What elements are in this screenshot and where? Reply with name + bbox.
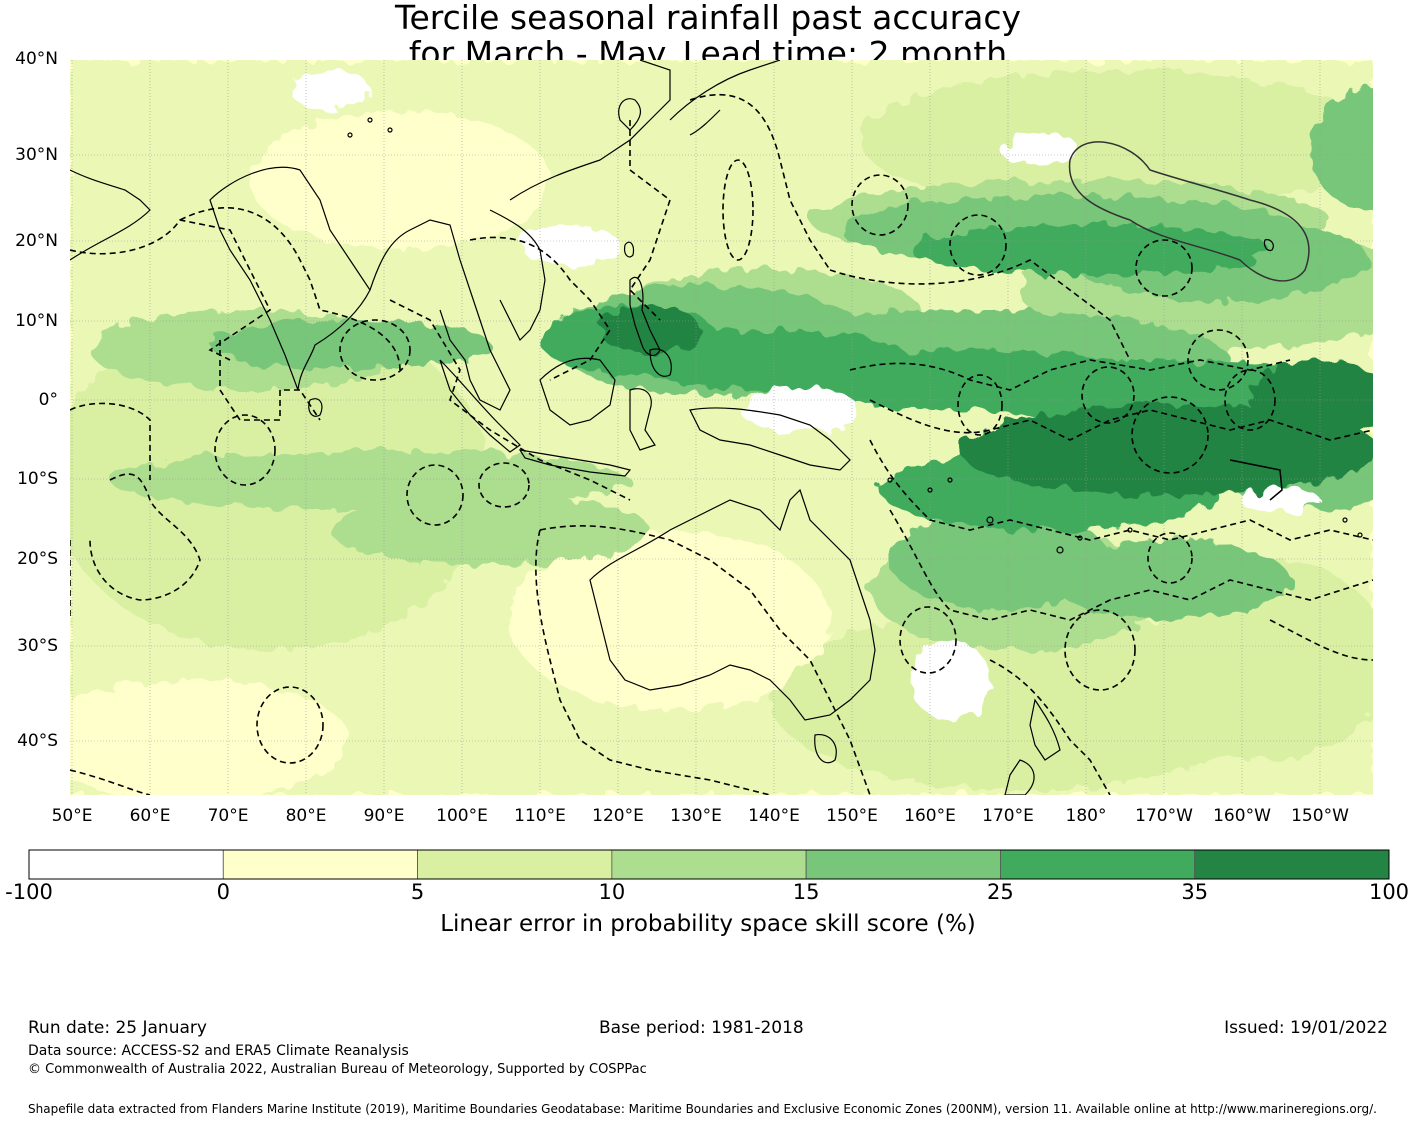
- lon-label-120e: 120°E: [592, 806, 644, 826]
- shapefile-credit: Shapefile data extracted from Flanders M…: [28, 1102, 1377, 1116]
- colorbar-label: Linear error in probability space skill …: [440, 911, 976, 937]
- lon-label-150e: 150°E: [826, 806, 878, 826]
- lon-label-160e: 160°E: [904, 806, 956, 826]
- lon-label-150w: 150°W: [1291, 806, 1349, 826]
- lon-label-180: 180°: [1065, 806, 1107, 826]
- colorbar-bin: [805, 849, 1001, 880]
- lat-label-equator: 0°: [38, 390, 58, 410]
- lat-label-40s: 40°S: [17, 731, 58, 751]
- colorbar-bin: [28, 849, 224, 880]
- lat-label-10s: 10°S: [17, 469, 58, 489]
- base-period: Base period: 1981-2018: [599, 1018, 804, 1038]
- colorbar-bin: [417, 849, 613, 880]
- lon-label-140e: 140°E: [748, 806, 800, 826]
- lat-label-30n: 30°N: [15, 145, 58, 165]
- colorbar-bin: [222, 849, 418, 880]
- lon-label-110e: 110°E: [514, 806, 566, 826]
- colorbar-tick-label: 35: [1181, 880, 1209, 904]
- lon-label-70e: 70°E: [207, 806, 249, 826]
- lat-label-20s: 20°S: [17, 549, 58, 569]
- colorbar-tick-label: 100: [1368, 880, 1410, 904]
- copyright: © Commonwealth of Australia 2022, Austra…: [28, 1062, 647, 1077]
- lon-label-160w: 160°W: [1213, 806, 1271, 826]
- coastlines: [70, 60, 1363, 795]
- lon-label-170w: 170°W: [1135, 806, 1193, 826]
- chart-title-line-1: Tercile seasonal rainfall past accuracy: [394, 0, 1022, 37]
- graticule: [70, 60, 1373, 795]
- eez-boundaries: [70, 94, 1373, 795]
- colorbar-tick-label: 0: [216, 880, 230, 904]
- run-date: Run date: 25 January: [28, 1018, 207, 1038]
- colorbar-bin: [611, 849, 807, 880]
- lon-label-130e: 130°E: [670, 806, 722, 826]
- lat-label-30s: 30°S: [17, 636, 58, 656]
- colorbar-tick-label: 25: [987, 880, 1014, 904]
- colorbar-bin: [1000, 849, 1196, 880]
- lon-label-80e: 80°E: [285, 806, 327, 826]
- lon-label-170e: 170°E: [982, 806, 1034, 826]
- solid-boundary: [1229, 459, 1283, 501]
- issued-date: Issued: 19/01/2022: [1224, 1018, 1388, 1038]
- colorbar-frame: [28, 849, 1390, 880]
- colorbar-tick-label: 10: [598, 880, 626, 904]
- lon-label-50e: 50°E: [51, 806, 93, 826]
- hawaii-eez: [1068, 141, 1310, 282]
- colorbar-tick-label: -100: [5, 880, 53, 904]
- skill-score-map: [70, 60, 1373, 795]
- colorbar-tick-label: 15: [792, 880, 820, 904]
- lat-label-40n: 40°N: [15, 49, 58, 69]
- lat-label-20n: 20°N: [15, 231, 58, 251]
- colorbar-tick-label: 5: [410, 880, 425, 904]
- skill-field: [70, 60, 1373, 795]
- colorbar: [28, 849, 1390, 880]
- lon-label-100e: 100°E: [436, 806, 488, 826]
- lon-label-90e: 90°E: [363, 806, 405, 826]
- lon-label-60e: 60°E: [129, 806, 171, 826]
- data-source: Data source: ACCESS-S2 and ERA5 Climate …: [28, 1043, 409, 1059]
- colorbar-bin: [1194, 849, 1390, 880]
- lat-label-10n: 10°N: [15, 311, 58, 331]
